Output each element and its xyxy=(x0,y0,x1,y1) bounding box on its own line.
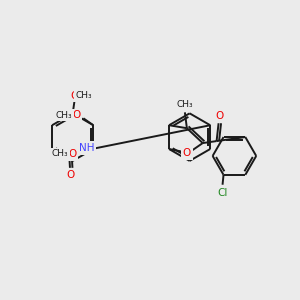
Text: O: O xyxy=(72,110,81,120)
Text: CH₃: CH₃ xyxy=(75,91,92,100)
Text: O: O xyxy=(215,111,224,121)
Text: CH₃: CH₃ xyxy=(51,149,68,158)
Text: O: O xyxy=(70,91,79,100)
Text: NH: NH xyxy=(79,143,94,153)
Text: Cl: Cl xyxy=(217,188,228,198)
Text: O: O xyxy=(67,170,75,180)
Text: CH₃: CH₃ xyxy=(177,100,193,109)
Text: CH₃: CH₃ xyxy=(55,111,72,120)
Text: O: O xyxy=(68,149,76,159)
Text: O: O xyxy=(183,148,191,158)
